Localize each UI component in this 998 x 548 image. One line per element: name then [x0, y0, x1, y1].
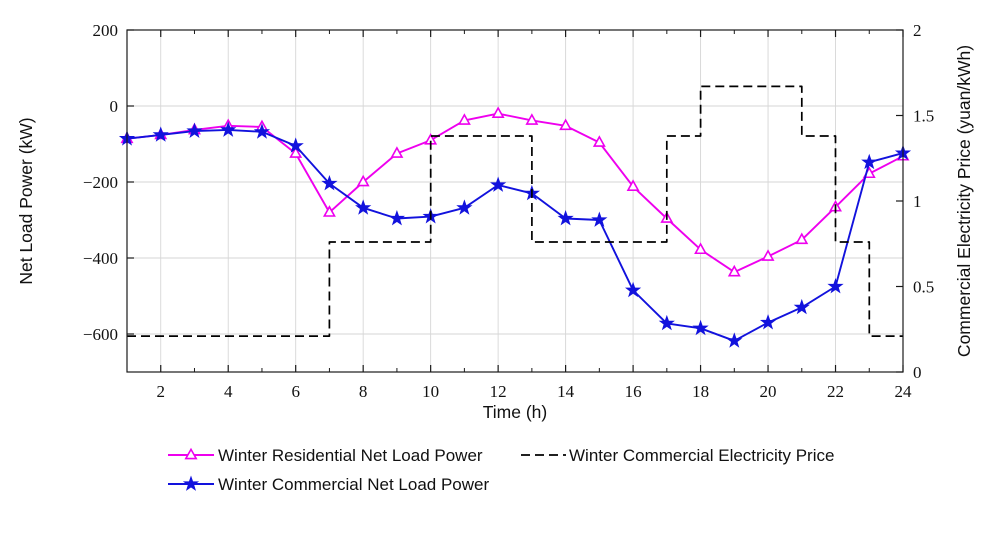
plot-frame — [126, 29, 904, 373]
x-tick-label: 20 — [760, 382, 777, 401]
star-marker-icon — [152, 126, 169, 142]
x-tick-label: 14 — [557, 382, 575, 401]
x-tick-label: 4 — [224, 382, 233, 401]
series-line-2 — [127, 85, 903, 337]
triangle-marker-icon — [761, 249, 775, 261]
triangle-marker-icon — [795, 232, 809, 245]
y-right-tick-label: 1 — [913, 192, 922, 211]
left-y-axis-title: Net Load Power (kW) — [16, 117, 36, 284]
y-left-tick-label: 0 — [110, 97, 119, 116]
x-tick-label: 2 — [156, 382, 165, 401]
triangle-marker-icon — [592, 135, 606, 147]
legend: Winter Residential Net Load Power Winter… — [168, 446, 834, 494]
triangle-marker-icon — [626, 179, 640, 191]
star-marker-icon — [287, 137, 304, 153]
star-marker-icon — [186, 122, 203, 138]
triangle-marker-icon — [289, 146, 303, 158]
y-right-tick-label: 0.5 — [913, 278, 934, 297]
triangle-marker-icon — [525, 113, 539, 125]
triangle-marker-icon — [184, 447, 198, 460]
y-right-tick-label: 1.5 — [913, 107, 934, 126]
star-marker-icon — [355, 199, 372, 215]
axis-ticks — [127, 29, 904, 373]
star-marker-icon — [557, 209, 574, 226]
triangle-marker-icon — [356, 174, 370, 187]
star-marker-icon — [220, 121, 237, 137]
legend-item-residential: Winter Residential Net Load Power — [168, 446, 483, 465]
star-marker-icon — [253, 123, 271, 139]
star-marker-icon — [490, 176, 507, 192]
star-marker-icon — [388, 209, 406, 226]
triangle-marker-icon — [694, 242, 708, 255]
y-right-tick-label: 2 — [913, 21, 922, 40]
series-line-1 — [126, 128, 904, 342]
triangle-marker-icon — [390, 146, 404, 158]
legend-item-price: Winter Commercial Electricity Price — [521, 446, 834, 465]
triangle-marker-icon — [491, 106, 505, 118]
legend-label-price: Winter Commercial Electricity Price — [569, 446, 834, 465]
star-marker-icon — [759, 314, 777, 330]
star-marker-icon — [861, 153, 878, 170]
star-marker-icon — [624, 281, 642, 298]
star-marker-icon — [726, 332, 743, 348]
x-tick-label: 10 — [422, 382, 439, 401]
x-tick-label: 22 — [827, 382, 844, 401]
x-tick-label: 24 — [895, 382, 913, 401]
y-left-tick-label: −400 — [83, 249, 118, 268]
x-tick-label: 8 — [359, 382, 368, 401]
triangle-marker-icon — [322, 205, 336, 217]
x-tick-label: 6 — [291, 382, 300, 401]
y-right-tick-label: 0 — [913, 363, 922, 382]
series-line-0 — [126, 112, 904, 274]
legend-item-commercial: Winter Commercial Net Load Power — [168, 475, 489, 494]
x-tick-label: 16 — [625, 382, 642, 401]
legend-label-residential: Winter Residential Net Load Power — [218, 446, 483, 465]
legend-label-commercial: Winter Commercial Net Load Power — [218, 475, 489, 494]
star-marker-icon — [793, 298, 810, 315]
gridlines — [127, 29, 904, 372]
tick-labels: 2 4 6 8 10 12 14 16 18 20 22 242000−200−400−60000.5… — [83, 21, 934, 401]
y-left-tick-label: −200 — [83, 173, 118, 192]
star-marker-icon — [591, 211, 608, 227]
triangle-marker-icon — [457, 113, 471, 125]
star-marker-icon — [182, 475, 200, 491]
y-left-tick-label: −600 — [83, 325, 118, 344]
y-left-tick-label: 200 — [93, 21, 119, 40]
x-axis-title: Time (h) — [483, 402, 548, 422]
star-marker-icon — [692, 319, 709, 336]
star-marker-icon — [827, 277, 844, 294]
star-marker-icon — [321, 174, 338, 191]
x-tick-label: 12 — [490, 382, 507, 401]
x-tick-label: 18 — [692, 382, 709, 401]
series-lines — [118, 85, 912, 348]
star-marker-icon — [456, 199, 473, 215]
star-marker-icon — [658, 314, 675, 331]
right-y-axis-title: Commercial Electricity Price (yuan/kWh) — [954, 45, 974, 357]
triangle-marker-icon — [727, 264, 741, 277]
triangle-marker-icon — [559, 118, 573, 131]
